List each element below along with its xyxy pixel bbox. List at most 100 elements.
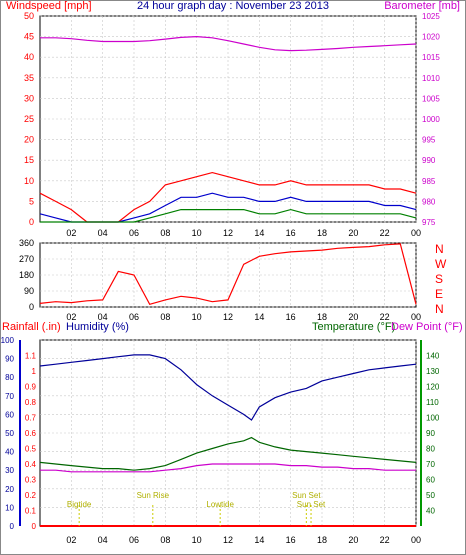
rain-tick-label: 0 xyxy=(32,522,37,531)
rain-tick-label: 0.2 xyxy=(25,491,37,500)
dewpoint-axis-label: Dew Point (°F) xyxy=(391,321,463,333)
barometer-tick-label: 975 xyxy=(422,218,436,227)
wind-tick-label: 15 xyxy=(24,155,34,165)
compass-label: E xyxy=(435,287,443,301)
wind-tick-label: 20 xyxy=(24,135,34,145)
barometer-tick-label: 995 xyxy=(422,136,436,145)
temperature-tick-label: 40 xyxy=(426,507,435,516)
x-tick-label: 10 xyxy=(192,312,202,322)
barometer-tick-label: 985 xyxy=(422,177,436,186)
annotation-label: Sun Rise xyxy=(137,491,170,500)
humidity-tick-label: 70 xyxy=(5,392,14,401)
x-tick-label: 12 xyxy=(223,228,233,238)
wind-axis-label: Windspeed [mph] xyxy=(6,0,92,12)
barometer-tick-label: 990 xyxy=(422,156,436,165)
x-tick-label: 16 xyxy=(286,535,296,545)
wind-tick-label: 5 xyxy=(29,196,34,206)
x-tick-label: 12 xyxy=(223,535,233,545)
temperature-tick-label: 100 xyxy=(426,414,440,423)
x-tick-label: 04 xyxy=(98,312,108,322)
series-temperature-f-line xyxy=(39,436,417,471)
rain-tick-label: 0.5 xyxy=(25,445,37,454)
temperature-tick-label: 80 xyxy=(426,445,435,454)
humidity-tick-label: 60 xyxy=(5,410,14,419)
x-tick-label: 20 xyxy=(348,228,358,238)
x-tick-label: 18 xyxy=(317,312,327,322)
temperature-tick-label: 90 xyxy=(426,429,435,438)
rain-tick-label: 0.7 xyxy=(25,414,37,423)
rain-humidity-temp-panel: Rainfall (.in) Humidity (%) Temperature … xyxy=(1,321,463,545)
x-tick-label: 20 xyxy=(348,535,358,545)
annotation-label: Sun Set xyxy=(292,491,321,500)
compass-label: W xyxy=(435,257,447,271)
temperature-tick-label: 110 xyxy=(426,398,439,407)
x-tick-label: 00 xyxy=(411,228,421,238)
compass-label: N xyxy=(435,302,444,316)
temperature-tick-label: 130 xyxy=(426,367,440,376)
temperature-tick-label: 60 xyxy=(426,476,435,485)
rain-tick-label: 0.4 xyxy=(25,460,37,469)
humidity-tick-label: 80 xyxy=(5,373,14,382)
direction-tick-label: 360 xyxy=(19,238,34,248)
x-tick-label: 08 xyxy=(160,535,170,545)
x-tick-label: 00 xyxy=(411,535,421,545)
direction-tick-label: 90 xyxy=(24,286,34,296)
barometer-tick-label: 1005 xyxy=(422,94,440,103)
humidity-tick-label: 0 xyxy=(10,522,15,531)
temperature-tick-label: 120 xyxy=(426,383,440,392)
compass-label: N xyxy=(435,242,444,256)
humidity-tick-label: 50 xyxy=(5,429,14,438)
wind-tick-label: 50 xyxy=(24,11,34,21)
compass-label: S xyxy=(435,272,443,286)
barometer-tick-label: 1010 xyxy=(422,74,440,83)
wind-tick-label: 45 xyxy=(24,32,34,42)
direction-tick-label: 180 xyxy=(19,270,34,280)
barometer-tick-label: 1020 xyxy=(422,33,440,42)
wind-tick-label: 40 xyxy=(24,52,34,62)
x-tick-label: 02 xyxy=(66,312,76,322)
humidity-tick-label: 100 xyxy=(1,336,15,345)
humidity-tick-label: 10 xyxy=(5,503,14,512)
x-tick-label: 04 xyxy=(98,228,108,238)
temperature-axis-label: Temperature (°F) xyxy=(312,321,395,333)
rain-tick-label: 0.3 xyxy=(25,476,37,485)
annotation-label: Bigtide xyxy=(67,500,92,509)
x-tick-label: 16 xyxy=(286,228,296,238)
x-tick-label: 02 xyxy=(66,228,76,238)
rain-axis-label: Rainfall (.in) xyxy=(2,321,61,333)
wind-barometer-panel: Windspeed [mph] 24 hour graph day : Nove… xyxy=(6,0,460,238)
temperature-tick-label: 70 xyxy=(426,460,435,469)
series-dew-point-f-line xyxy=(40,463,416,473)
x-tick-label: 08 xyxy=(160,312,170,322)
x-tick-label: 10 xyxy=(192,535,202,545)
wind-tick-label: 25 xyxy=(24,114,34,124)
barometer-tick-label: 1015 xyxy=(422,53,440,62)
direction-tick-label: 270 xyxy=(19,254,34,264)
series-wind-direction-line xyxy=(39,243,417,306)
wind-tick-label: 35 xyxy=(24,73,34,83)
humidity-tick-label: 40 xyxy=(5,448,14,457)
wind-tick-label: 0 xyxy=(29,217,34,227)
x-tick-label: 18 xyxy=(317,228,327,238)
rain-tick-label: 1 xyxy=(32,367,37,376)
rain-tick-label: 0.8 xyxy=(25,398,37,407)
series-humidity-line xyxy=(39,354,417,421)
x-tick-label: 22 xyxy=(380,228,390,238)
chart-title: 24 hour graph day : November 23 2013 xyxy=(137,0,329,12)
rain-tick-label: 0.1 xyxy=(25,507,37,516)
x-tick-label: 16 xyxy=(286,312,296,322)
rain-tick-label: 1.1 xyxy=(25,352,37,361)
x-tick-label: 12 xyxy=(223,312,233,322)
humidity-tick-label: 30 xyxy=(5,466,14,475)
barometer-tick-label: 980 xyxy=(422,197,436,206)
series-wind-low-line xyxy=(40,208,417,223)
x-tick-label: 22 xyxy=(380,312,390,322)
humidity-axis-label: Humidity (%) xyxy=(66,321,129,333)
x-tick-label: 22 xyxy=(380,535,390,545)
humidity-tick-label: 20 xyxy=(5,485,14,494)
x-tick-label: 14 xyxy=(254,312,264,322)
barometer-tick-label: 1025 xyxy=(422,12,440,21)
